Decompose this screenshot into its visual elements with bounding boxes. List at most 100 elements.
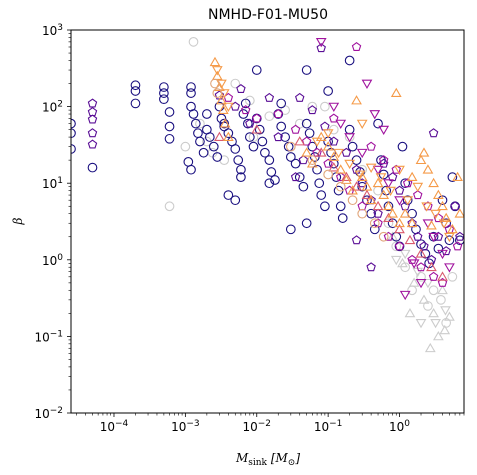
data-point-triangle-down — [415, 278, 427, 289]
data-point-pentagon — [298, 155, 309, 165]
data-point-triangle-up — [294, 136, 306, 146]
data-point-triangle-down — [408, 259, 420, 269]
data-point-circle — [357, 181, 368, 192]
data-point-circle — [202, 109, 212, 119]
data-point-triangle-up — [426, 261, 437, 272]
data-point-pentagon — [428, 128, 439, 138]
data-point-triangle-up — [315, 147, 327, 157]
data-point-circle — [264, 178, 275, 189]
data-point-circle — [307, 141, 318, 152]
data-point-circle — [210, 78, 220, 89]
data-point-pentagon — [316, 43, 326, 53]
data-point-circle — [400, 178, 411, 189]
data-point-circle — [323, 169, 333, 180]
data-point-circle — [195, 136, 205, 147]
data-point-pentagon — [423, 201, 433, 211]
y-tick-label-3: 101 — [42, 176, 63, 191]
data-point-triangle-down — [369, 110, 381, 120]
data-point-triangle-up — [383, 200, 394, 211]
data-point-circle — [264, 155, 275, 165]
data-point-triangle-down — [365, 163, 377, 173]
data-point-triangle-up — [447, 223, 458, 234]
data-point-pentagon — [290, 172, 301, 182]
data-point-circle — [223, 128, 234, 139]
data-point-triangle-up — [372, 177, 384, 188]
data-point-pentagon — [87, 114, 98, 124]
data-point-triangle-down — [375, 173, 387, 183]
data-point-circle — [130, 86, 141, 96]
data-point-circle — [251, 65, 262, 75]
data-point-circle — [130, 80, 141, 91]
data-point-circle — [347, 141, 358, 152]
data-point-triangle-down — [438, 219, 450, 229]
data-point-pentagon — [301, 136, 312, 146]
data-point-pentagon — [366, 262, 376, 272]
data-point-triangle-up — [444, 311, 455, 321]
data-point-pentagon — [240, 105, 251, 115]
data-point-pentagon — [366, 141, 376, 151]
data-point-circle — [294, 172, 305, 182]
data-point-pentagon — [341, 147, 352, 157]
data-point-triangle-up — [378, 189, 390, 199]
data-point-circle — [198, 147, 209, 158]
data-point-circle — [301, 65, 312, 75]
data-point-triangle-down — [361, 79, 373, 89]
data-point-circle — [233, 155, 244, 165]
data-point-pentagon — [323, 158, 333, 168]
data-point-triangle-down — [344, 133, 356, 143]
data-point-circle — [186, 82, 196, 92]
y-axis-label: β — [11, 217, 25, 225]
data-point-pentagon — [357, 178, 367, 188]
data-point-triangle-down — [440, 306, 451, 316]
data-point-circle — [455, 235, 464, 246]
data-point-circle — [285, 224, 296, 235]
data-point-circle — [204, 132, 215, 142]
data-point-circle — [433, 243, 444, 254]
data-point-triangle-down — [390, 255, 402, 266]
data-point-circle — [307, 101, 318, 112]
data-point-circle — [164, 133, 175, 144]
data-point-circle — [130, 98, 141, 109]
data-point-circle — [254, 124, 265, 135]
data-point-pentagon — [452, 241, 463, 251]
data-point-triangle-up — [328, 162, 340, 172]
data-point-triangle-up — [387, 208, 398, 218]
data-point-triangle-up — [437, 200, 448, 211]
data-point-triangle-down — [211, 66, 223, 76]
data-point-pentagon — [290, 124, 301, 134]
data-point-pentagon — [351, 235, 362, 245]
data-point-circle — [242, 118, 253, 129]
data-point-triangle-down — [412, 182, 424, 193]
data-point-triangle-down — [383, 179, 394, 189]
data-point-circle — [320, 201, 330, 212]
data-point-triangle-up — [347, 185, 358, 195]
data-point-triangle-down — [430, 319, 441, 329]
data-point-triangle-down — [315, 37, 327, 48]
data-point-triangle-down — [333, 148, 344, 159]
data-point-circle — [276, 98, 287, 109]
data-point-circle — [337, 213, 348, 223]
data-point-triangle-up — [251, 124, 263, 134]
data-point-pentagon — [378, 155, 389, 165]
data-point-circle — [344, 55, 355, 66]
x-tick-label-0: 10−4 — [100, 419, 129, 434]
data-point-pentagon — [236, 83, 246, 93]
data-point-triangle-up — [340, 174, 352, 184]
data-point-triangle-up — [440, 212, 452, 223]
data-point-triangle-down — [372, 165, 384, 176]
data-point-triangle-up — [415, 154, 427, 165]
data-point-pentagon — [419, 241, 429, 251]
data-point-triangle-up — [415, 248, 427, 258]
data-point-circle — [180, 141, 191, 152]
data-point-triangle-up — [397, 257, 408, 268]
data-point-circle — [240, 98, 251, 109]
data-point-triangle-up — [335, 164, 347, 174]
data-point-circle — [357, 208, 368, 219]
data-point-triangle-up — [315, 131, 327, 141]
data-point-triangle-down — [385, 186, 396, 197]
data-point-pentagon — [295, 92, 305, 102]
data-point-circle — [335, 201, 346, 212]
data-point-circle — [378, 169, 389, 180]
data-point-triangle-up — [306, 158, 318, 168]
data-point-triangle-up — [372, 200, 384, 211]
